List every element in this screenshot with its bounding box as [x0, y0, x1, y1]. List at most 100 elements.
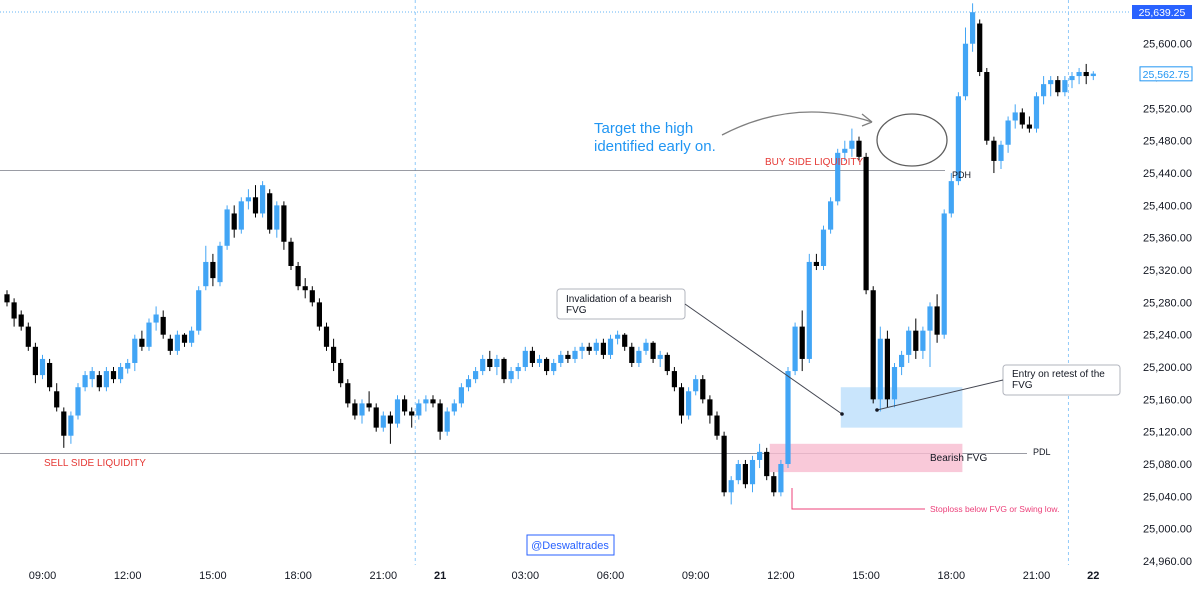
watermark-text: @Deswaltrades	[531, 540, 609, 552]
y-tick-label: 25,280.00	[1143, 297, 1192, 309]
candle-body	[799, 326, 805, 359]
candle-body	[480, 358, 486, 372]
x-tick-label: 09:00	[29, 570, 57, 582]
candle-body	[657, 354, 663, 359]
candle-body	[1048, 80, 1054, 85]
candle-body	[1083, 72, 1089, 77]
candle-body	[316, 302, 322, 327]
candle-body	[309, 290, 315, 303]
x-tick-label: 21:00	[1023, 570, 1051, 582]
candle-body	[181, 334, 188, 343]
candle-body	[558, 354, 564, 363]
candle-body	[465, 379, 472, 388]
candle-body	[813, 261, 819, 266]
candle-body	[778, 464, 784, 493]
candle-body	[693, 379, 699, 392]
pdh-label: PDH	[952, 170, 971, 180]
bearish-fvg-label: Bearish FVG	[930, 453, 987, 464]
candle-body	[61, 411, 67, 436]
candle-body	[927, 306, 933, 331]
candle-body	[707, 399, 713, 416]
candle-body	[529, 350, 535, 363]
candle-body	[1062, 80, 1068, 93]
entry-point	[875, 408, 879, 412]
candle-body	[444, 411, 450, 432]
candle-body	[629, 346, 635, 363]
candle-body	[409, 411, 415, 416]
candle-body	[331, 346, 337, 363]
candles-group	[4, 3, 1096, 505]
candle-body	[863, 156, 869, 291]
stoploss-label: Stoploss below FVG or Swing low.	[930, 504, 1059, 514]
candle-body	[295, 265, 301, 287]
candle-body	[39, 358, 46, 376]
candle-body	[47, 362, 53, 388]
pdl-label: PDL	[1033, 447, 1051, 457]
time-axis[interactable]: 09:00 12:00 15:00 18:00 21:00 21 03:00 06:00 09:…	[29, 570, 1100, 582]
candle-body	[607, 338, 614, 355]
candle-body	[771, 476, 777, 493]
x-tick-label: 21:00	[370, 570, 398, 582]
y-tick-label: 25,440.00	[1143, 168, 1192, 180]
candle-body	[1055, 80, 1061, 93]
candle-body	[366, 403, 372, 408]
invalidation-pointer	[684, 303, 843, 415]
candle-body	[686, 391, 692, 416]
candle-body	[274, 205, 280, 230]
entry-zone	[840, 387, 963, 428]
candle-body	[835, 152, 841, 202]
candle-body	[380, 415, 386, 428]
x-tick-label: 12:00	[114, 570, 142, 582]
candle-body	[231, 213, 237, 230]
candle-body	[565, 354, 571, 359]
candle-body	[891, 367, 898, 400]
candle-body	[82, 375, 88, 388]
candle-body	[785, 371, 791, 465]
candle-body	[522, 350, 528, 368]
candle-body	[4, 294, 10, 303]
fvg-zones	[769, 387, 963, 473]
candle-body	[643, 342, 649, 351]
candle-body	[167, 338, 173, 351]
invalidation-point	[840, 412, 844, 416]
high-price-tag	[1132, 5, 1192, 19]
candle-body	[970, 12, 976, 44]
y-tick-label: 25,480.00	[1143, 136, 1192, 148]
target-text-line1: Target the high	[594, 120, 693, 137]
candle-body	[1026, 124, 1032, 129]
candle-body	[1069, 76, 1075, 81]
x-tick-label: 12:00	[767, 570, 795, 582]
candle-body	[281, 205, 287, 242]
target-arrowhead	[861, 113, 873, 127]
candle-body	[948, 181, 954, 214]
candle-body	[196, 290, 202, 331]
candle-body	[501, 358, 507, 380]
candle-body	[622, 334, 628, 347]
y-tick-label: 25,000.00	[1143, 524, 1192, 536]
candle-body	[572, 350, 578, 359]
last-price-tag-text: 25,562.75	[1143, 69, 1190, 81]
candle-body	[1012, 112, 1018, 121]
candle-body	[600, 342, 606, 355]
candle-body	[1090, 73, 1096, 77]
candle-body	[68, 415, 74, 436]
x-tick-label: 15:00	[852, 570, 880, 582]
invalidation-line2: FVG	[566, 305, 587, 316]
target-text-line2: identified early on.	[594, 138, 716, 155]
candle-body	[671, 371, 677, 388]
candle-body	[437, 403, 443, 432]
candle-body	[103, 371, 109, 388]
candle-body	[217, 245, 223, 283]
candle-body	[906, 330, 912, 355]
candle-body	[416, 403, 422, 416]
candle-body	[764, 451, 770, 477]
candle-body	[593, 342, 599, 351]
candle-body	[870, 290, 876, 400]
candle-body	[402, 399, 408, 412]
candle-body	[210, 261, 216, 279]
session-break-lines	[414, 0, 1069, 565]
x-tick-label: 03:00	[512, 570, 540, 582]
y-tick-label: 25,040.00	[1143, 491, 1192, 503]
candle-body	[245, 197, 251, 202]
